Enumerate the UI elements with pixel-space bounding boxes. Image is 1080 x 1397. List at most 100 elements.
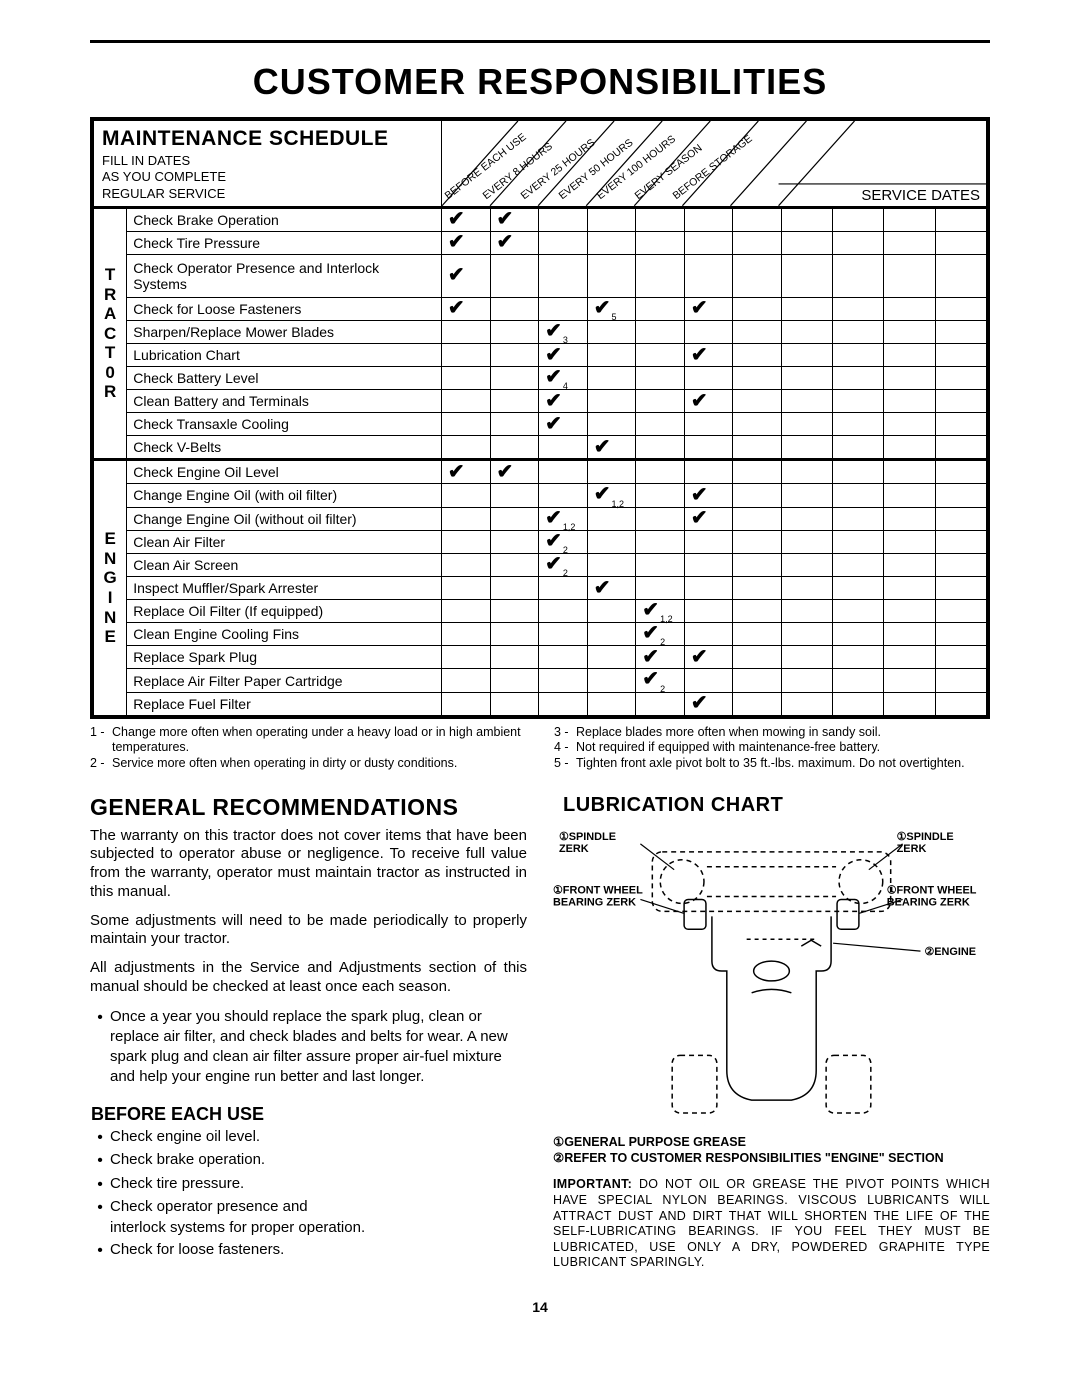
task-label: Inspect Muffler/Spark Arrester [127, 577, 442, 600]
check-cell [441, 390, 490, 413]
check-cell: ✔4 [539, 367, 588, 390]
check-cell [490, 600, 539, 623]
task-label: Check Transaxle Cooling [127, 413, 442, 436]
check-cell [684, 553, 733, 576]
check-cell [490, 254, 539, 297]
check-cell [733, 254, 782, 297]
service-date-cell [833, 530, 884, 553]
check-cell [684, 577, 733, 600]
service-date-cell [782, 297, 833, 320]
svg-text:②ENGINE: ②ENGINE [924, 946, 976, 958]
check-cell [490, 484, 539, 507]
service-date-cell [935, 507, 986, 530]
check-cell [441, 692, 490, 715]
check-cell [490, 692, 539, 715]
service-date-cell [782, 367, 833, 390]
schedule-header-intervals: BEFORE EACH USEEVERY 8 HOURSEVERY 25 HOU… [441, 121, 986, 208]
check-cell [684, 600, 733, 623]
task-label: Check Battery Level [127, 367, 442, 390]
check-cell [539, 254, 588, 297]
check-cell: ✔2 [636, 669, 685, 692]
service-date-cell [884, 460, 935, 484]
service-date-cell [833, 344, 884, 367]
service-date-cell [782, 692, 833, 715]
service-date-cell [782, 344, 833, 367]
service-date-cell [884, 367, 935, 390]
task-label: Clean Engine Cooling Fins [127, 623, 442, 646]
service-date-cell [833, 507, 884, 530]
check-cell [636, 413, 685, 436]
task-label: Check for Loose Fasteners [127, 297, 442, 320]
check-cell [733, 320, 782, 343]
check-cell: ✔ [539, 390, 588, 413]
service-date-cell [935, 460, 986, 484]
check-cell [636, 530, 685, 553]
check-cell [684, 320, 733, 343]
check-cell [587, 600, 636, 623]
service-date-cell [884, 207, 935, 231]
check-cell [684, 436, 733, 460]
check-cell [441, 600, 490, 623]
check-cell [684, 207, 733, 231]
service-date-cell [935, 484, 986, 507]
service-date-cell [782, 646, 833, 669]
check-cell [733, 692, 782, 715]
check-cell: ✔ [539, 344, 588, 367]
service-date-cell [884, 669, 935, 692]
check-cell [587, 254, 636, 297]
service-date-cell [782, 577, 833, 600]
service-date-cell [782, 390, 833, 413]
check-cell [587, 669, 636, 692]
task-label: Replace Spark Plug [127, 646, 442, 669]
service-date-cell [782, 207, 833, 231]
service-date-cell [935, 207, 986, 231]
schedule-row: Sharpen/Replace Mower Blades✔3 [94, 320, 987, 343]
check-cell: ✔1,2 [636, 600, 685, 623]
service-date-cell [833, 436, 884, 460]
footnote: 5 -Tighten front axle pivot bolt to 35 f… [554, 756, 990, 772]
check-cell [684, 530, 733, 553]
service-date-cell [935, 297, 986, 320]
task-label: Sharpen/Replace Mower Blades [127, 320, 442, 343]
service-date-cell [782, 553, 833, 576]
service-date-cell [833, 367, 884, 390]
check-cell [441, 646, 490, 669]
check-cell [490, 367, 539, 390]
lubrication-chart-heading: LUBRICATION CHART [563, 794, 990, 817]
check-cell [441, 623, 490, 646]
check-cell [636, 367, 685, 390]
check-cell [441, 413, 490, 436]
right-column: LUBRICATION CHART [553, 794, 990, 1272]
general-p3: All adjustments in the Service and Adjus… [90, 959, 527, 997]
service-date-cell [833, 297, 884, 320]
svg-text:①FRONT WHEEL: ①FRONT WHEEL [887, 884, 977, 896]
service-date-cell [884, 413, 935, 436]
check-cell [490, 390, 539, 413]
check-cell [636, 207, 685, 231]
service-date-cell [935, 553, 986, 576]
check-cell [733, 553, 782, 576]
schedule-title: MAINTENANCE SCHEDULE [102, 127, 433, 151]
service-date-cell [935, 413, 986, 436]
service-date-cell [884, 623, 935, 646]
check-cell: ✔ [684, 390, 733, 413]
service-date-cell [935, 390, 986, 413]
service-date-cell [884, 254, 935, 297]
svg-text:①SPINDLE: ①SPINDLE [897, 830, 954, 842]
check-cell [636, 692, 685, 715]
lubrication-diagram: ①SPINDLEZERK ①SPINDLEZERK ①FRONT WHEELBE… [553, 821, 990, 1121]
general-p1: The warranty on this tractor does not co… [90, 827, 527, 902]
service-date-cell [782, 600, 833, 623]
task-label: Lubrication Chart [127, 344, 442, 367]
task-label: Check V-Belts [127, 436, 442, 460]
schedule-row: Clean Air Filter✔2 [94, 530, 987, 553]
check-cell [539, 623, 588, 646]
check-cell: ✔2 [539, 553, 588, 576]
svg-text:①SPINDLE: ①SPINDLE [559, 830, 616, 842]
service-date-cell [782, 460, 833, 484]
check-cell [636, 254, 685, 297]
check-cell [490, 297, 539, 320]
check-cell: ✔ [684, 507, 733, 530]
service-date-cell [782, 413, 833, 436]
check-cell [636, 320, 685, 343]
